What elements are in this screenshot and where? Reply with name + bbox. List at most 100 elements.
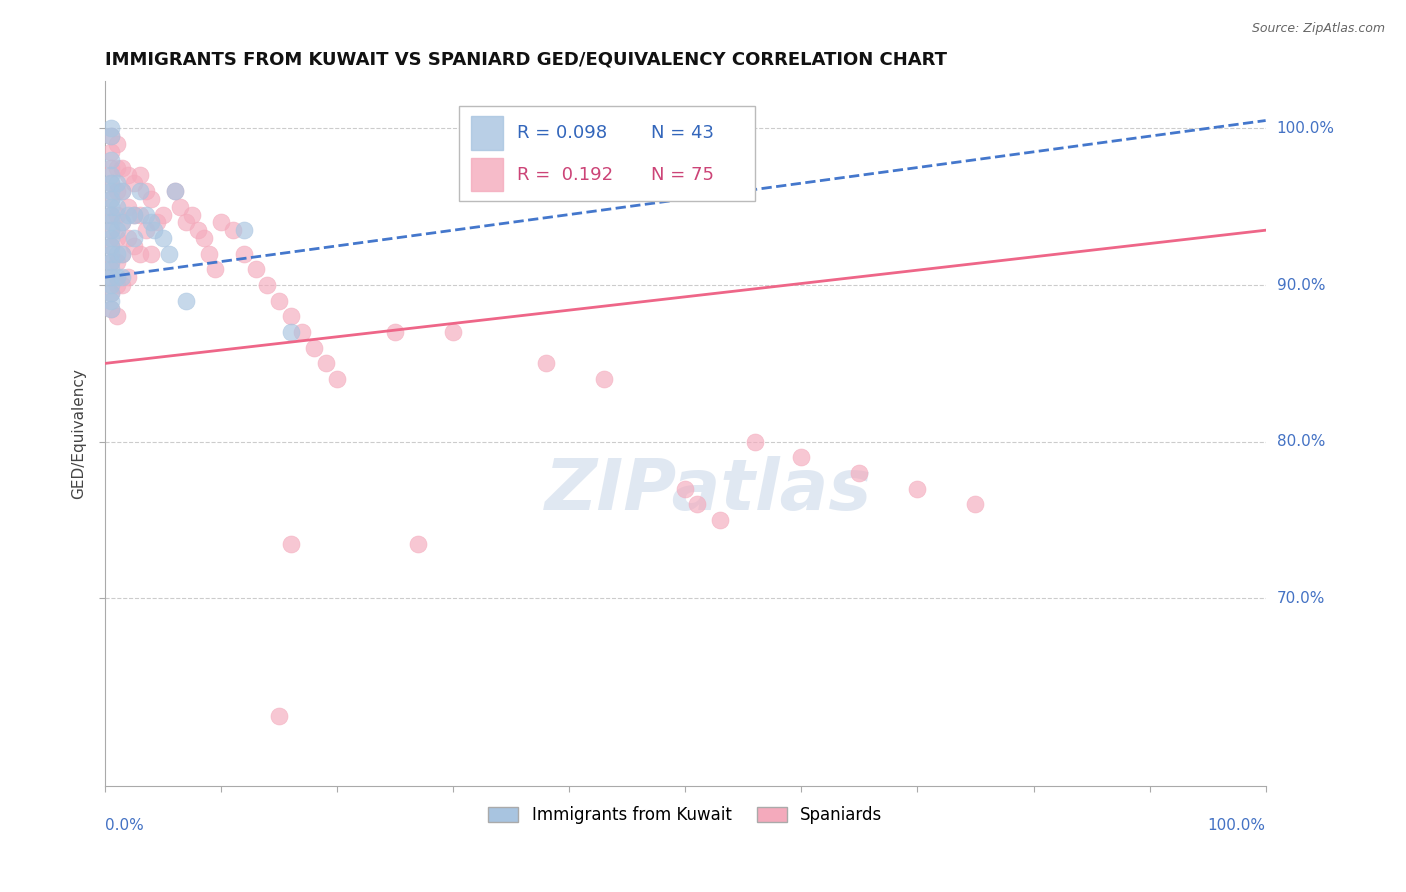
Point [152, 208, 174, 222]
Point [100, 278, 122, 293]
Point [100, 192, 122, 206]
Point [128, 169, 150, 183]
Y-axis label: GED/Equivalency: GED/Equivalency [72, 368, 86, 500]
Point [221, 223, 243, 237]
Point [105, 136, 128, 151]
Point [152, 231, 174, 245]
Point [146, 215, 169, 229]
Point [709, 513, 731, 527]
Point [315, 356, 337, 370]
Point [100, 254, 122, 268]
Point [245, 262, 267, 277]
Point [233, 246, 256, 260]
Point [790, 450, 813, 465]
Point [122, 231, 145, 245]
Point [441, 325, 464, 339]
Point [100, 176, 122, 190]
Point [100, 153, 122, 167]
Point [122, 176, 145, 190]
Point [128, 208, 150, 222]
FancyBboxPatch shape [458, 106, 755, 202]
Point [135, 223, 157, 237]
Point [105, 223, 128, 237]
Text: IMMIGRANTS FROM KUWAIT VS SPANIARD GED/EQUIVALENCY CORRELATION CHART: IMMIGRANTS FROM KUWAIT VS SPANIARD GED/E… [105, 51, 948, 69]
Point [105, 270, 128, 285]
Point [117, 169, 139, 183]
Text: Source: ZipAtlas.com: Source: ZipAtlas.com [1251, 22, 1385, 36]
Point [100, 192, 122, 206]
Point [100, 223, 122, 237]
Text: N = 43: N = 43 [651, 124, 714, 142]
Point [267, 709, 290, 723]
Point [105, 208, 128, 222]
Point [291, 325, 314, 339]
Point [174, 293, 197, 308]
Point [105, 310, 128, 324]
Point [142, 223, 165, 237]
Point [117, 208, 139, 222]
Point [111, 246, 134, 260]
Point [965, 498, 987, 512]
Point [100, 121, 122, 136]
Point [117, 231, 139, 245]
Point [100, 285, 122, 300]
Point [122, 208, 145, 222]
FancyBboxPatch shape [471, 116, 503, 150]
Point [302, 341, 325, 355]
Point [105, 161, 128, 175]
Point [105, 184, 128, 198]
Text: N = 75: N = 75 [651, 166, 714, 184]
Text: ZIPatlas: ZIPatlas [546, 456, 872, 524]
Point [111, 184, 134, 198]
Point [198, 246, 221, 260]
Point [100, 285, 122, 300]
Point [280, 310, 302, 324]
Point [163, 184, 186, 198]
Point [100, 208, 122, 222]
Point [534, 356, 557, 370]
Point [105, 246, 128, 260]
Point [128, 246, 150, 260]
Point [122, 208, 145, 222]
Point [593, 372, 616, 386]
Point [384, 325, 406, 339]
Point [100, 246, 122, 260]
Point [100, 239, 122, 253]
Point [111, 184, 134, 198]
Point [135, 208, 157, 222]
Point [111, 215, 134, 229]
Text: 70.0%: 70.0% [1277, 591, 1324, 606]
Text: R = 0.098: R = 0.098 [517, 124, 607, 142]
Point [100, 262, 122, 277]
Point [100, 184, 122, 198]
Point [100, 129, 122, 144]
Point [100, 223, 122, 237]
Point [100, 270, 122, 285]
Point [100, 208, 122, 222]
Point [204, 262, 226, 277]
Point [135, 184, 157, 198]
Point [408, 536, 430, 550]
Legend: Immigrants from Kuwait, Spaniards: Immigrants from Kuwait, Spaniards [482, 800, 889, 831]
Point [686, 498, 709, 512]
Point [105, 254, 128, 268]
Point [267, 293, 290, 308]
Text: 90.0%: 90.0% [1277, 277, 1326, 293]
Point [100, 293, 122, 308]
Point [100, 254, 122, 268]
Point [105, 231, 128, 245]
Point [100, 215, 122, 229]
Point [105, 278, 128, 293]
Point [187, 223, 209, 237]
Point [280, 536, 302, 550]
Point [111, 278, 134, 293]
Text: R =  0.192: R = 0.192 [517, 166, 613, 184]
Point [163, 184, 186, 198]
Point [100, 169, 122, 183]
Point [673, 482, 696, 496]
Point [157, 246, 180, 260]
Point [233, 223, 256, 237]
Text: 0.0%: 0.0% [105, 818, 143, 833]
Point [100, 176, 122, 190]
Point [100, 239, 122, 253]
